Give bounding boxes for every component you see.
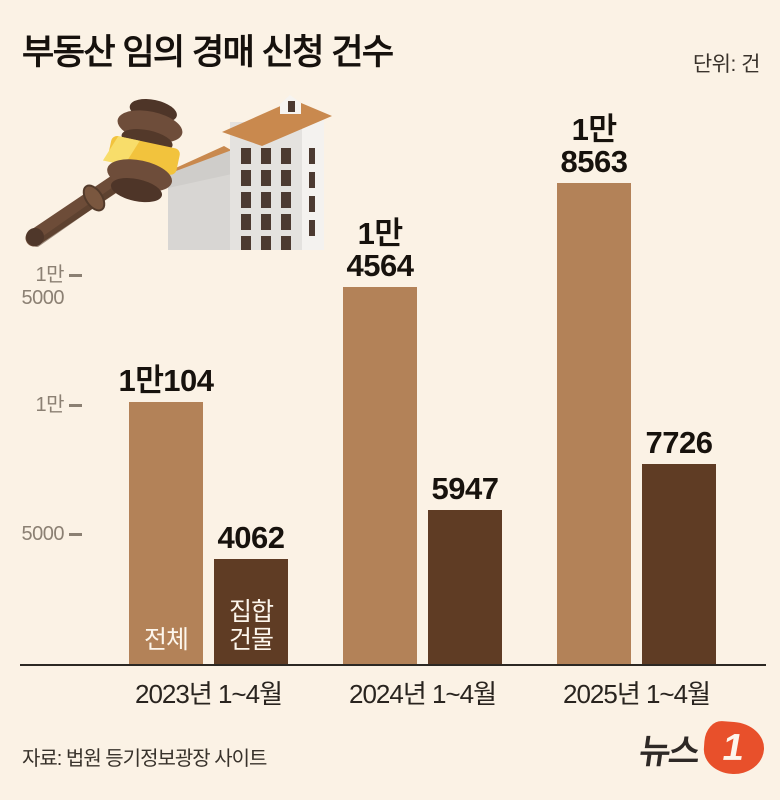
bar-value-label: 7726 [645, 424, 713, 460]
y-axis-tick-label: 1만 5000 [21, 264, 65, 309]
gavel-buildings-illustration [25, 95, 332, 250]
chart-bar [214, 559, 288, 664]
unit-label: 단위: 건 [692, 53, 761, 76]
news1-logo-text: 뉴스 [637, 732, 702, 771]
small-building-icon [158, 146, 238, 250]
y-axis-tick-label: 1만 [35, 394, 64, 416]
x-axis-label: 2023년 1~4월 [134, 679, 283, 709]
series-label: 집합 건물 [228, 598, 274, 654]
y-axis-tick: 1만 5000 [4, 264, 82, 310]
news1-logo-number: 1 [719, 727, 749, 769]
chart-bar [642, 464, 716, 664]
y-axis-tick-dash [69, 533, 82, 536]
x-axis-label: 2025년 1~4월 [562, 679, 711, 709]
tall-building-icon [222, 95, 332, 250]
bar-value-label: 1만 4564 [346, 215, 414, 283]
chart-bar [129, 402, 203, 664]
y-axis-tick: 5000 [4, 523, 82, 546]
building-windows [241, 148, 315, 250]
page-title: 부동산 임의 경매 신청 건수 [22, 33, 394, 72]
chart-bar [343, 287, 417, 664]
news1-logo: 뉴스 1 [637, 719, 766, 777]
y-axis-tick-label: 5000 [21, 523, 65, 545]
x-axis-line [20, 664, 766, 666]
bar-value-label: 5947 [431, 470, 499, 506]
y-axis-tick-dash [69, 404, 82, 407]
gavel-icon [25, 99, 183, 247]
y-axis-tick: 1만 [4, 394, 82, 417]
bar-value-label: 4062 [217, 519, 285, 555]
chart-bar [428, 510, 502, 664]
chart-bar [557, 183, 631, 664]
bar-value-label: 1만 8563 [560, 111, 628, 179]
x-axis-label: 2024년 1~4월 [348, 679, 497, 709]
series-label: 전체 [143, 626, 189, 654]
bar-value-label: 1만104 [118, 362, 214, 398]
news1-logo-badge: 1 [702, 719, 766, 777]
source-note: 자료: 법원 등기정보광장 사이트 [22, 748, 267, 770]
y-axis-tick-dash [69, 274, 82, 277]
